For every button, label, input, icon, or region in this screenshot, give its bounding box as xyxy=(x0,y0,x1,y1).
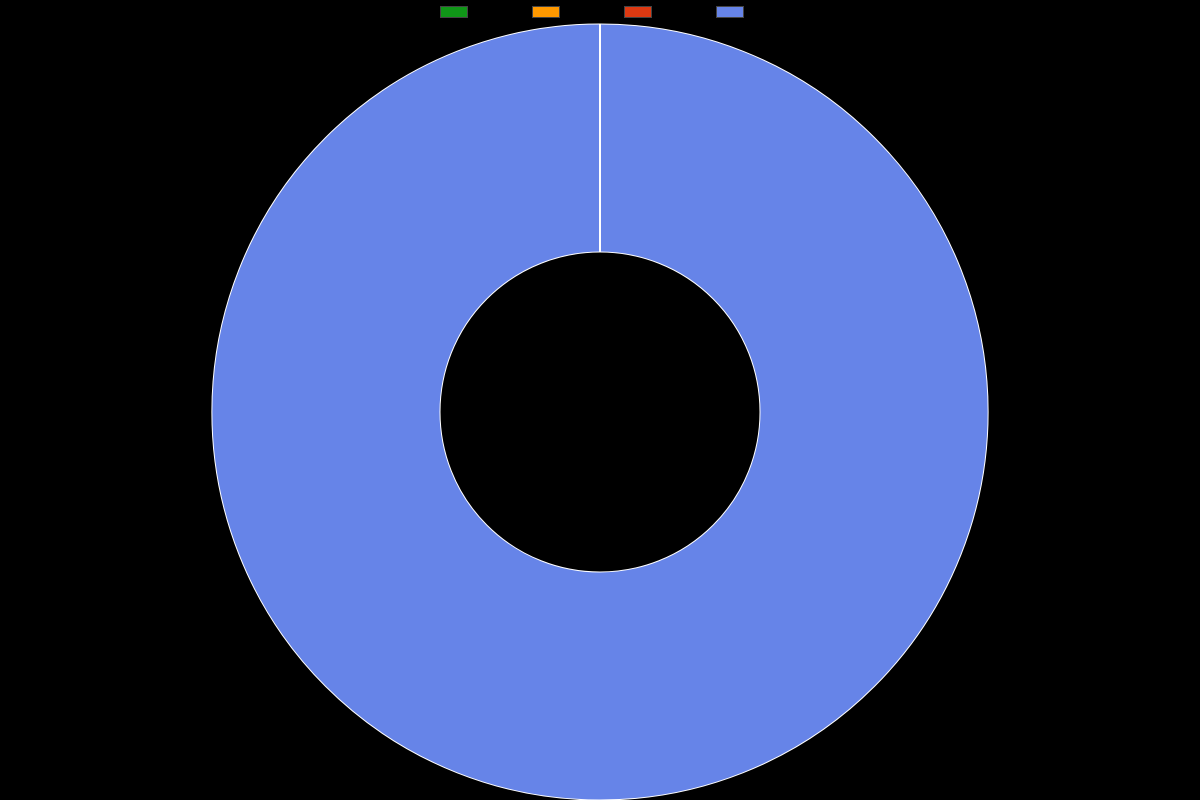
donut-chart xyxy=(0,0,1200,800)
donut-svg xyxy=(0,0,1200,800)
